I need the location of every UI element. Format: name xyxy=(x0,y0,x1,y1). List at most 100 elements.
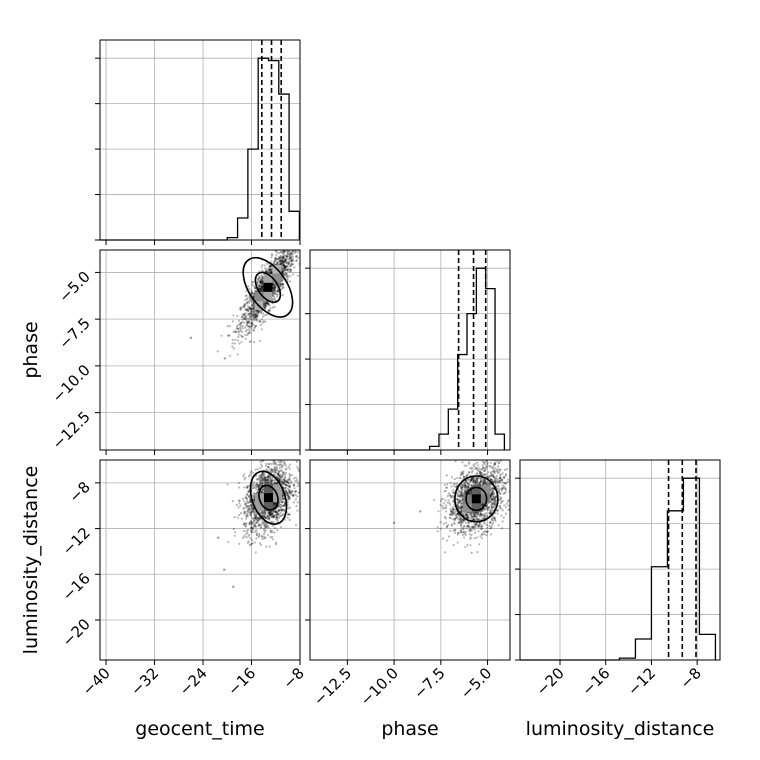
sample-point xyxy=(263,304,266,307)
sample-point xyxy=(282,464,285,467)
sample-point xyxy=(271,479,274,482)
sample-point xyxy=(483,478,486,481)
sample-point xyxy=(293,477,296,480)
sample-point xyxy=(483,513,486,516)
sample-point xyxy=(284,261,287,264)
sample-point xyxy=(254,515,257,518)
sample-point xyxy=(246,505,249,508)
sample-point xyxy=(255,521,258,524)
sample-point xyxy=(287,244,289,246)
sample-point xyxy=(272,461,275,464)
sample-point xyxy=(271,535,274,539)
sample-point xyxy=(476,512,479,515)
sample-point xyxy=(283,267,286,270)
sample-point xyxy=(262,478,265,481)
sample-point xyxy=(277,505,280,508)
sample-point xyxy=(270,256,273,259)
sample-point xyxy=(485,504,488,507)
y-axis-label-luminosity_distance: luminosity_distance xyxy=(20,466,42,655)
sample-point xyxy=(282,483,285,486)
histogram-frame xyxy=(309,249,511,451)
sample-point xyxy=(272,288,276,291)
sample-point xyxy=(489,488,492,491)
sample-point xyxy=(266,481,269,484)
sample-point xyxy=(472,515,475,518)
sample-point xyxy=(461,471,464,474)
sample-point xyxy=(480,503,483,507)
sample-point xyxy=(262,512,265,515)
sample-point xyxy=(459,505,462,508)
sample-point xyxy=(252,498,255,501)
sample-point xyxy=(260,513,264,516)
sample-point xyxy=(251,304,254,307)
sample-point xyxy=(249,520,253,523)
sample-point xyxy=(255,518,258,521)
sample-point xyxy=(464,521,468,525)
sample-point xyxy=(269,529,272,532)
sample-point xyxy=(273,290,276,293)
sample-point xyxy=(492,487,495,490)
sample-point xyxy=(257,516,261,519)
sample-point xyxy=(495,479,498,482)
sample-point xyxy=(239,328,242,331)
sample-point xyxy=(263,314,266,317)
sample-point xyxy=(247,285,250,288)
sample-point xyxy=(226,334,229,337)
sample-point xyxy=(251,487,254,490)
sample-point xyxy=(244,476,247,479)
sample-point xyxy=(271,476,274,480)
sample-point xyxy=(466,482,469,485)
sample-point xyxy=(244,503,247,506)
sample-point xyxy=(462,527,465,530)
sample-point xyxy=(287,244,289,246)
sample-point xyxy=(473,514,476,517)
sample-point xyxy=(275,515,278,519)
sample-point xyxy=(250,291,253,294)
sample-point xyxy=(502,516,505,519)
sample-point xyxy=(265,302,268,305)
sample-point xyxy=(465,527,468,530)
sample-point xyxy=(281,272,284,275)
sample-point xyxy=(258,479,261,482)
sample-point xyxy=(490,517,493,520)
sample-point xyxy=(245,308,248,311)
sample-point xyxy=(295,255,298,258)
sample-point xyxy=(492,487,495,491)
x-tick-label: −5.0 xyxy=(457,664,495,702)
sample-point xyxy=(453,519,456,522)
sample-point xyxy=(277,512,280,515)
sample-point xyxy=(254,315,257,318)
sample-point xyxy=(279,262,283,266)
x-tick-label: −12.5 xyxy=(310,664,355,709)
x-tick-label: −40 xyxy=(79,664,114,699)
sample-point xyxy=(264,478,267,481)
sample-point xyxy=(245,309,249,312)
sample-point xyxy=(231,338,234,342)
sample-point xyxy=(501,520,504,523)
sample-point xyxy=(281,269,285,272)
sample-point xyxy=(267,517,271,521)
sample-point xyxy=(263,510,266,514)
sample-point xyxy=(275,455,277,457)
sample-point xyxy=(268,512,271,515)
sample-point xyxy=(462,476,465,479)
sample-point xyxy=(452,508,455,511)
sample-point xyxy=(294,229,296,231)
sample-point xyxy=(274,283,277,286)
sample-point xyxy=(458,518,462,521)
sample-point xyxy=(281,287,284,290)
sample-point xyxy=(273,286,277,289)
sample-point xyxy=(263,516,266,519)
sample-point xyxy=(470,490,473,493)
sample-point xyxy=(273,285,276,288)
sample-point xyxy=(267,512,270,516)
sample-point xyxy=(460,486,463,489)
sample-point xyxy=(269,268,272,271)
sample-point xyxy=(470,471,473,474)
y-tick-label: −7.5 xyxy=(55,314,93,352)
sample-point xyxy=(492,499,495,502)
sample-point xyxy=(276,519,279,522)
sample-point xyxy=(476,480,479,483)
sample-point xyxy=(238,499,241,502)
sample-point xyxy=(447,492,450,495)
